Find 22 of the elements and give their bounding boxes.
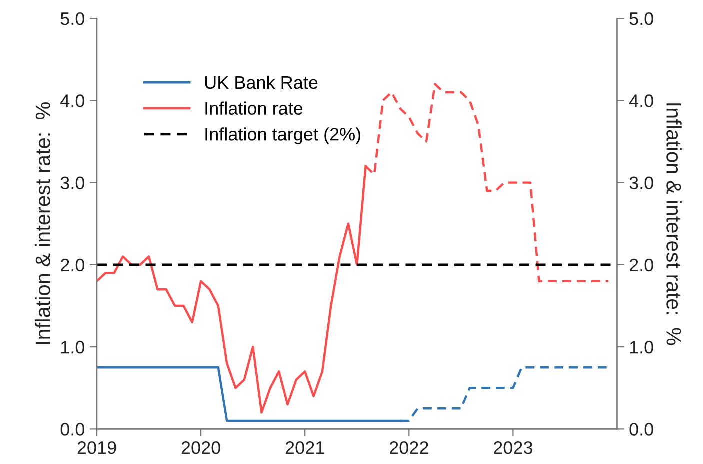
x-tick-label: 2022 xyxy=(390,441,428,454)
y-tick-label: 0.0 xyxy=(60,423,85,436)
y2-tick-label: 4.0 xyxy=(629,94,654,108)
y-tick-label: 4.0 xyxy=(60,94,85,108)
legend-label: UK Bank Rate xyxy=(205,76,318,90)
legend-label: Inflation rate xyxy=(206,102,303,115)
x-tick-label: 2023 xyxy=(494,441,532,454)
y2-tick-label: 1.0 xyxy=(630,341,654,354)
y-axis-title: Inflation & interest rate: % xyxy=(35,102,50,344)
y2-tick-label: 2.0 xyxy=(630,258,654,272)
y-tick-label: 1.0 xyxy=(61,341,85,354)
y-tick-label: 2.0 xyxy=(61,258,85,272)
y2-axis-title: Inflation & interest rate: % xyxy=(666,104,682,346)
x-tick-label: 2021 xyxy=(286,441,324,454)
y2-tick-label: 5.0 xyxy=(630,12,654,26)
y-tick-label: 5.0 xyxy=(60,12,85,26)
y2-tick-label: 3.0 xyxy=(630,176,654,190)
y-tick-label: 3.0 xyxy=(60,176,85,190)
x-tick-label: 2019 xyxy=(78,441,116,454)
legend-label: Inflation target (2%) xyxy=(206,128,361,144)
x-tick-label: 2020 xyxy=(182,441,220,454)
y2-tick-label: 0.0 xyxy=(630,423,654,436)
